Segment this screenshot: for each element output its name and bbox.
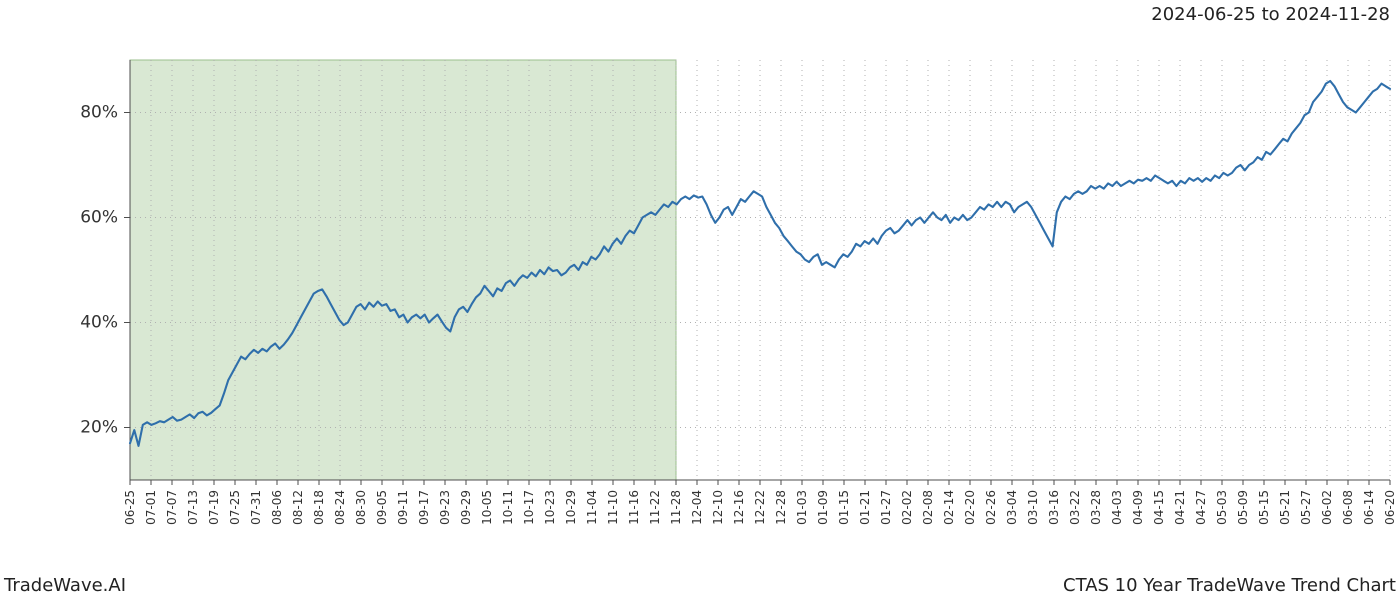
x-tick-label: 07-07: [165, 490, 179, 525]
x-tick-label: 06-20: [1383, 490, 1397, 525]
x-tick-label: 05-03: [1215, 490, 1229, 525]
x-tick-label: 09-05: [375, 490, 389, 525]
x-tick-label: 04-15: [1152, 490, 1166, 525]
x-tick-label: 07-25: [228, 490, 242, 525]
x-tick-label: 09-29: [459, 490, 473, 525]
x-tick-label: 06-02: [1320, 490, 1334, 525]
trend-chart: 20% 40% 60% 80% 06-25 07-01 07-07 07-13 07-19 07-…: [0, 0, 1400, 600]
x-tick-label: 08-30: [354, 490, 368, 525]
x-tick-label: 07-31: [249, 490, 263, 525]
x-tick-label: 08-18: [312, 490, 326, 525]
x-tick-label: 10-17: [522, 490, 536, 525]
y-tick-label: 40%: [80, 313, 118, 333]
x-tick-label: 03-22: [1068, 490, 1082, 525]
x-tick-label: 10-23: [543, 490, 557, 525]
x-tick-label: 12-10: [711, 490, 725, 525]
x-tick-label: 05-09: [1236, 490, 1250, 525]
x-tick-label: 07-13: [186, 490, 200, 525]
x-tick-label: 07-19: [207, 490, 221, 525]
y-tick-label: 80%: [80, 103, 118, 123]
x-tick-label: 10-29: [564, 490, 578, 525]
x-tick-label: 08-24: [333, 490, 347, 525]
x-tick-label: 04-03: [1110, 490, 1124, 525]
x-tick-label: 01-21: [858, 490, 872, 525]
x-tick-label: 10-05: [480, 490, 494, 525]
x-tick-label: 03-04: [1005, 490, 1019, 525]
x-tick-label: 11-04: [585, 490, 599, 525]
x-tick-label: 02-14: [942, 490, 956, 525]
x-tick-label: 12-28: [774, 490, 788, 525]
x-tick-label: 11-22: [648, 490, 662, 525]
x-tick-label: 09-11: [396, 490, 410, 525]
x-tick-label: 03-10: [1026, 490, 1040, 525]
x-tick-label: 12-04: [690, 490, 704, 525]
x-tick-label: 07-01: [144, 490, 158, 525]
x-tick-label: 03-28: [1089, 490, 1103, 525]
x-tick-label: 12-16: [732, 490, 746, 525]
x-tick-label: 08-06: [270, 490, 284, 525]
x-tick-label: 04-09: [1131, 490, 1145, 525]
x-tick-label: 12-22: [753, 490, 767, 525]
x-tick-label: 09-23: [438, 490, 452, 525]
x-tick-label: 02-08: [921, 490, 935, 525]
x-tick-label: 01-27: [879, 490, 893, 525]
x-tick-label: 08-12: [291, 490, 305, 525]
y-tick-label: 60%: [80, 208, 118, 228]
x-tick-label: 04-27: [1194, 490, 1208, 525]
x-tick-label: 05-27: [1299, 490, 1313, 525]
x-tick-label: 01-03: [795, 490, 809, 525]
x-tick-label: 05-15: [1257, 490, 1271, 525]
x-tick-label: 02-20: [963, 490, 977, 525]
x-tick-label: 09-17: [417, 490, 431, 525]
x-tick-label: 01-15: [837, 490, 851, 525]
x-tick-label: 03-16: [1047, 490, 1061, 525]
x-tick-label: 02-02: [900, 490, 914, 525]
x-tick-label: 11-28: [669, 490, 683, 525]
y-tick-label: 20%: [80, 418, 118, 438]
x-tick-label: 01-09: [816, 490, 830, 525]
x-tick-label: 04-21: [1173, 490, 1187, 525]
x-tick-label: 06-14: [1362, 490, 1376, 525]
chart-container: 2024-06-25 to 2024-11-28 TradeWave.AI CT…: [0, 0, 1400, 600]
x-tick-label: 05-21: [1278, 490, 1292, 525]
x-tick-label: 02-26: [984, 490, 998, 525]
x-tick-label: 06-25: [123, 490, 137, 525]
x-tick-label: 10-11: [501, 490, 515, 525]
x-tick-label: 11-16: [627, 490, 641, 525]
x-tick-label: 06-08: [1341, 490, 1355, 525]
x-tick-label: 11-10: [606, 490, 620, 525]
